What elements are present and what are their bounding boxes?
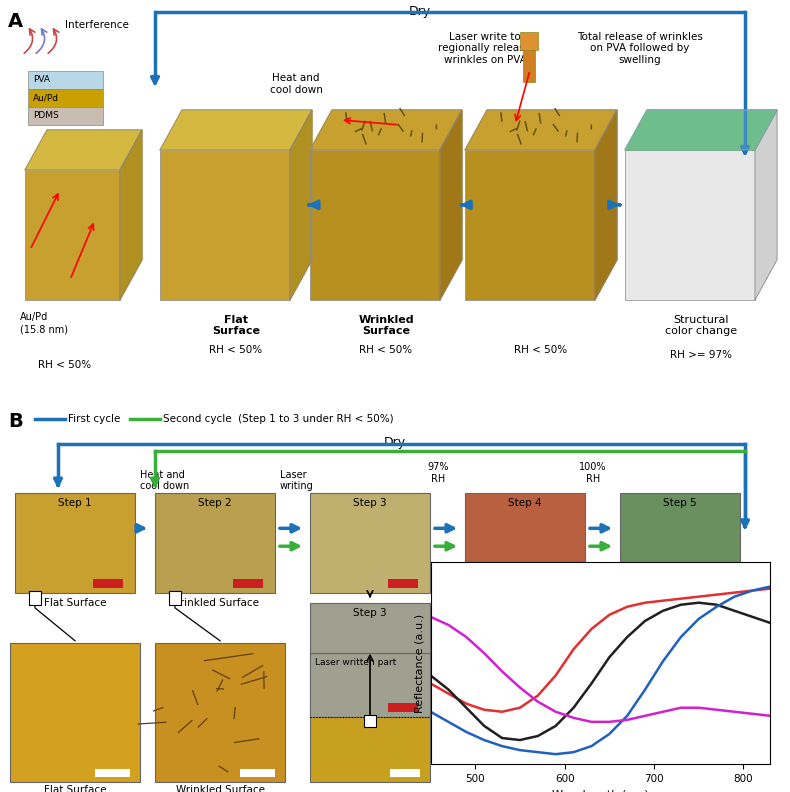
Text: 100% RH (Step 5): 100% RH (Step 5): [648, 621, 729, 630]
Polygon shape: [625, 110, 777, 150]
Text: Step 2: Step 2: [198, 498, 231, 508]
Polygon shape: [25, 130, 142, 170]
Polygon shape: [625, 110, 777, 150]
X-axis label: Wavelength (nm): Wavelength (nm): [552, 790, 649, 792]
Bar: [310, 653, 430, 718]
Bar: [169, 591, 181, 605]
Polygon shape: [465, 110, 617, 150]
Text: (15.8 nm): (15.8 nm): [20, 325, 68, 335]
Text: Step 4: Step 4: [508, 498, 542, 508]
Polygon shape: [595, 110, 617, 300]
Bar: [620, 493, 740, 593]
Text: Step 5: Step 5: [663, 498, 697, 508]
Bar: [233, 579, 263, 588]
Text: Dry: Dry: [409, 5, 431, 18]
Text: PVA: PVA: [33, 75, 50, 85]
Polygon shape: [440, 110, 462, 300]
Bar: [310, 493, 430, 593]
Bar: [364, 715, 376, 727]
Bar: [310, 718, 430, 782]
Text: 97%
RH: 97% RH: [427, 462, 449, 484]
Text: Wrinkled Surface: Wrinkled Surface: [175, 785, 265, 792]
Text: Laser
writing: Laser writing: [280, 470, 314, 492]
Bar: [25, 170, 120, 300]
Text: Flat
Surface: Flat Surface: [212, 314, 260, 337]
Text: 100% RH: 100% RH: [656, 598, 704, 608]
Text: Interference: Interference: [65, 20, 129, 30]
Bar: [95, 769, 130, 777]
Text: RH < 50%: RH < 50%: [514, 345, 567, 355]
Text: Heat and
cool down: Heat and cool down: [269, 74, 322, 95]
Text: Dry: Dry: [384, 436, 406, 449]
Text: B: B: [8, 412, 23, 431]
Bar: [155, 643, 285, 782]
Text: First cycle: First cycle: [68, 414, 120, 424]
Bar: [465, 150, 595, 300]
Text: Au/Pd: Au/Pd: [20, 312, 48, 322]
Polygon shape: [290, 110, 312, 300]
Text: Second cycle  (Step 1 to 3 under RH < 50%): Second cycle (Step 1 to 3 under RH < 50%…: [163, 414, 393, 424]
Text: Laser written part: Laser written part: [315, 657, 397, 667]
Bar: [240, 769, 275, 777]
Text: RH < 50%: RH < 50%: [359, 345, 412, 355]
Polygon shape: [755, 110, 777, 300]
Bar: [390, 769, 420, 777]
Bar: [29, 591, 41, 605]
Bar: [28, 107, 103, 125]
Bar: [388, 579, 418, 588]
Bar: [310, 150, 440, 300]
Text: Step 3: Step 3: [353, 498, 387, 508]
Bar: [543, 579, 573, 588]
Text: 97% RH: 97% RH: [504, 598, 546, 608]
Text: Flat Surface: Flat Surface: [43, 785, 106, 792]
Text: 100%
RH: 100% RH: [579, 462, 607, 484]
Text: Wrinkles (Step 2): Wrinkles (Step 2): [483, 621, 561, 630]
Bar: [28, 89, 103, 107]
Text: 97% RH (Step 4): 97% RH (Step 4): [648, 604, 723, 612]
Bar: [465, 493, 585, 593]
Text: A: A: [8, 12, 23, 31]
Bar: [10, 643, 140, 782]
Polygon shape: [120, 130, 142, 300]
Text: Step 1: Step 1: [58, 498, 92, 508]
Text: RH < 50%: RH < 50%: [209, 345, 262, 355]
Polygon shape: [160, 110, 312, 150]
Text: Au/Pd: Au/Pd: [33, 93, 59, 102]
Bar: [28, 71, 103, 89]
Y-axis label: Reflectance (a.u.): Reflectance (a.u.): [415, 614, 425, 713]
Bar: [523, 42, 535, 82]
Text: Total release of wrinkles
on PVA followed by
swelling: Total release of wrinkles on PVA followe…: [577, 32, 703, 65]
Bar: [625, 150, 755, 300]
Bar: [310, 603, 430, 718]
Text: Wrinkled
Surface: Wrinkled Surface: [358, 314, 414, 337]
Text: Step 3: Step 3: [353, 608, 387, 618]
Text: RH >= 97%: RH >= 97%: [670, 350, 732, 360]
Text: PDMS: PDMS: [33, 112, 58, 120]
Text: Wrinkled Surface: Wrinkled Surface: [171, 598, 259, 608]
Polygon shape: [310, 110, 462, 150]
Bar: [15, 493, 135, 593]
Bar: [698, 579, 728, 588]
Text: Flat Surface: Flat Surface: [43, 598, 106, 608]
Text: Heat and
cool down: Heat and cool down: [140, 470, 190, 492]
Bar: [520, 32, 538, 50]
Bar: [388, 703, 418, 712]
Bar: [155, 493, 275, 593]
Text: Flat surface (Step 1): Flat surface (Step 1): [483, 604, 575, 612]
Text: Laser write to
regionally release
wrinkles on PVA: Laser write to regionally release wrinkl…: [438, 32, 532, 65]
Bar: [160, 150, 290, 300]
Text: Structural
color change: Structural color change: [665, 314, 737, 337]
Text: RH < 50%: RH < 50%: [39, 360, 92, 370]
Bar: [93, 579, 123, 588]
